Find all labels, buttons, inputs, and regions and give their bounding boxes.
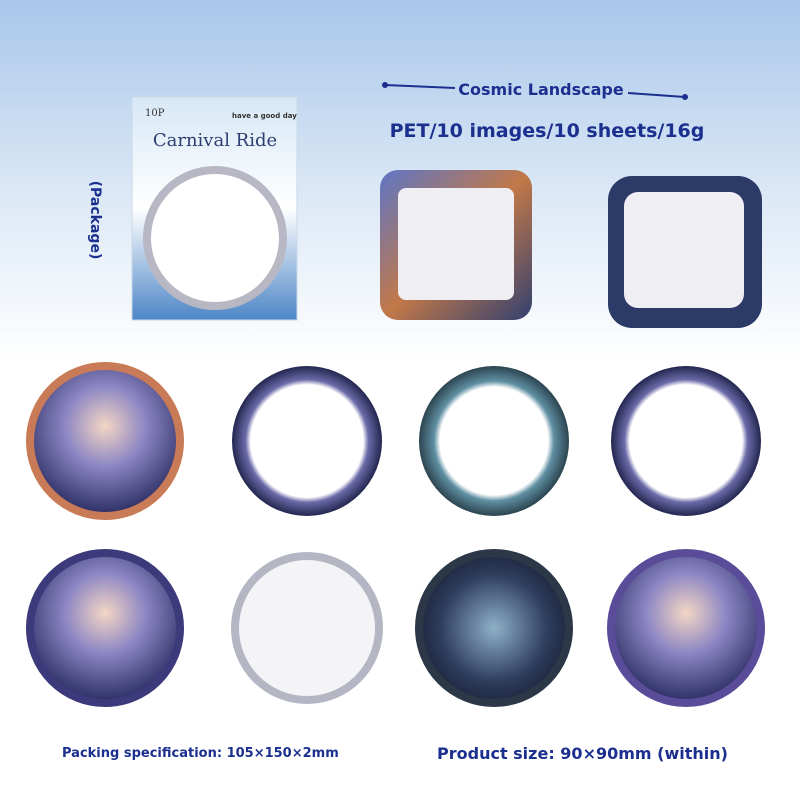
packing-spec: Packing specification: 105×150×2mm (62, 746, 339, 761)
spec: PET/10 images/10 sheets/16g (389, 120, 705, 142)
sticker (231, 552, 383, 704)
deco-line (627, 92, 686, 98)
sticker (415, 549, 573, 707)
deco-dot (382, 82, 388, 88)
package-count: 10P (145, 108, 165, 119)
sticker (419, 366, 569, 516)
product-size: Product size: 90×90mm (within) (437, 744, 728, 763)
sticker (607, 549, 765, 707)
package-name: Carnival Ride (152, 130, 278, 151)
title: Cosmic Landscape (458, 80, 624, 99)
deco-line (384, 84, 456, 89)
sticker (611, 366, 761, 516)
stickers (26, 362, 765, 707)
sticker-window (398, 188, 514, 300)
sticker (26, 549, 184, 707)
sticker (26, 362, 184, 520)
sticker (232, 366, 382, 516)
deco-dot (682, 94, 688, 100)
package-frame (143, 166, 287, 310)
side-label: (Package) (87, 180, 103, 260)
package-tagline: have a good day (232, 112, 297, 120)
sticker-window (624, 192, 744, 308)
